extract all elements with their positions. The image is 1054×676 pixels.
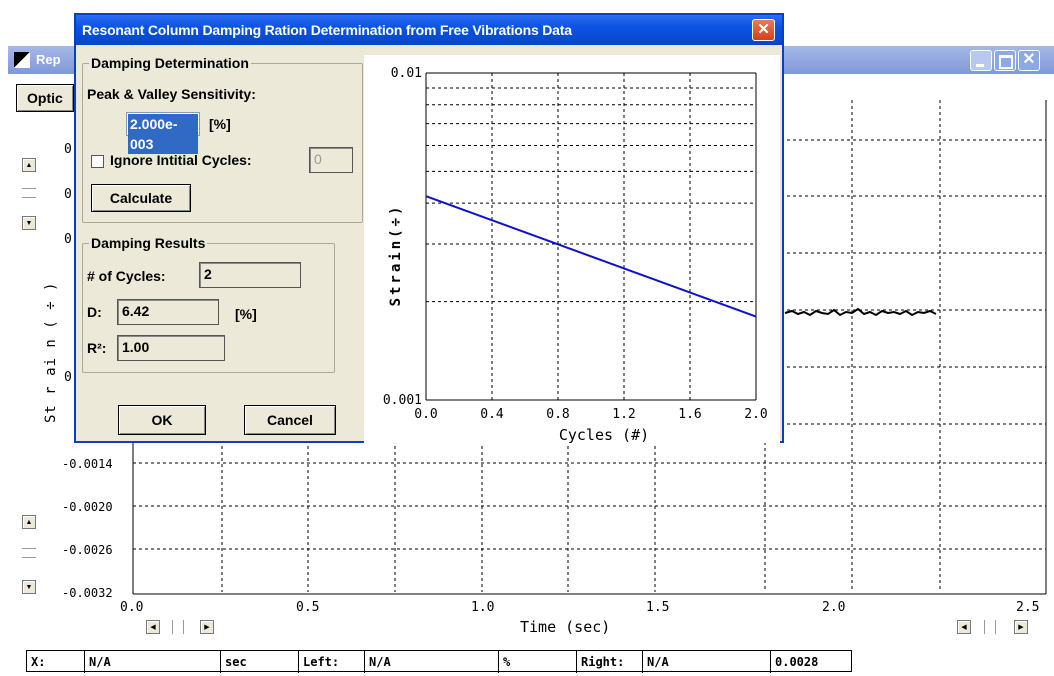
damping-results-title: Damping Results [89,235,208,251]
damping-determination-group: Damping Determination Peak & Valley Sens… [82,55,363,223]
ok-button[interactable]: OK [118,405,206,435]
chart-x-axis-label: Cycles (#) [559,426,649,443]
options-button[interactable]: Optic [16,84,74,112]
sensitivity-label: Peak & Valley Sensitivity: [87,86,256,102]
main-window-title: Rep [36,52,61,67]
y2-scroll-down-button[interactable]: ▼ [22,580,36,594]
y2-scroll-up-button[interactable]: ▲ [22,515,36,529]
r2-value: 1.00 [117,335,225,361]
main-x-axis-label: Time (sec) [520,618,611,636]
y-scroll-thumb[interactable] [22,188,36,198]
app-logo-icon [14,52,30,68]
minimize-icon [976,64,984,67]
y-scroll-up-button[interactable]: ▲ [22,158,36,172]
status-right-label: Right: [577,651,643,673]
damping-results-group: Damping Results # of Cycles: 2 D: 6.42 [… [82,235,335,373]
main-y-tick: -0.0032 [62,586,113,600]
close-icon: ✕ [1022,51,1036,68]
cycles-label: # of Cycles: [87,268,166,284]
status-bar: X: N/A sec Left: N/A % Right: N/A 0.0028 [26,650,852,673]
cancel-button[interactable]: Cancel [244,405,336,435]
main-x-tick: 0.5 [296,600,320,615]
ignore-cycles-input[interactable]: 0 [309,147,353,173]
d-value: 6.42 [117,299,219,325]
chart-x-tick-label: 1.6 [678,407,701,422]
x2-scroll-right-button[interactable]: ▶ [1014,620,1028,634]
partial-y-tick-2: 0 [64,187,72,202]
status-x-unit: sec [221,651,299,673]
chart-y-tick-label: 0.001 [383,393,422,408]
main-x-tick: 1.5 [646,600,670,615]
partial-y-tick-4: 0 [64,370,72,385]
chart-panel: 0.0 0.4 0.8 1.2 1.6 2.0 0.01 0.001 Cycles (#) … [364,55,780,443]
main-y-tick: -0.0014 [62,457,113,471]
main-x-tick: 1.0 [471,600,495,615]
chart-series-line [425,195,757,318]
main-close-button[interactable]: ✕ [1018,50,1040,71]
x-scroll-left-button[interactable]: ◀ [146,620,160,634]
chart-x-tick-label: 2.0 [744,407,767,422]
r2-label: R²: [87,340,107,356]
damping-dialog: Resonant Column Damping Ration Determina… [74,13,784,443]
close-icon: ✕ [757,21,770,38]
status-left-unit: % [499,651,577,673]
partial-y-tick-1: 0 [64,142,72,157]
status-left-label: Left: [299,651,365,673]
status-x-label: X: [27,651,85,673]
sensitivity-input-text: 2.000e-003 [128,114,198,154]
status-left-value: N/A [365,651,499,673]
chart-x-tick-label: 0.4 [480,407,504,422]
x2-scroll-left-button[interactable]: ◀ [957,620,971,634]
partial-y-tick-3: 0 [64,232,72,247]
main-y-tick: -0.0020 [62,500,113,514]
main-y-tick: -0.0026 [62,543,113,557]
strain-trace [784,307,937,317]
d-unit: [%] [235,306,257,322]
status-right-value: N/A [643,651,771,673]
damping-determination-title: Damping Determination [89,55,251,71]
damping-chart: 0.0 0.4 0.8 1.2 1.6 2.0 0.010.001 Cycles (#) … [383,66,768,443]
d-label: D: [87,304,102,320]
sensitivity-input[interactable]: 2.000e-003 [126,112,200,154]
ignore-cycles-label: Ignore Intitial Cycles: [110,152,252,168]
chart-x-tick-label: 0.0 [414,407,437,422]
dialog-close-button[interactable]: ✕ [752,19,775,41]
chart-x-tick-label: 0.8 [546,407,569,422]
main-x-tick: 2.0 [822,600,846,615]
calculate-button[interactable]: Calculate [91,184,191,212]
x2-scroll-thumb[interactable] [984,620,996,634]
cycles-value: 2 [199,262,301,288]
chart-x-tick-label: 1.2 [612,407,635,422]
ignore-cycles-checkbox[interactable] [91,155,104,168]
chart-y-axis-label: Strain(÷) [388,204,404,307]
y2-scroll-thumb[interactable] [22,548,36,558]
status-right-extra: 0.0028 [775,655,819,669]
main-x-tick: 2.5 [1016,600,1040,615]
sensitivity-unit: [%] [209,116,231,132]
minimize-button[interactable] [970,50,992,71]
y-scroll-down-button[interactable]: ▼ [22,216,36,230]
maximize-icon [999,55,1013,69]
x-scroll-thumb[interactable] [172,620,184,634]
x-scroll-right-button[interactable]: ▶ [200,620,214,634]
dialog-title: Resonant Column Damping Ration Determina… [82,22,572,38]
maximize-button[interactable] [994,50,1016,71]
chart-y-tick-label: 0.01 [391,66,422,81]
main-x-tick: 0.0 [120,600,144,615]
dialog-title-bar: Resonant Column Damping Ration Determina… [76,15,782,45]
status-x-value: N/A [85,651,221,673]
